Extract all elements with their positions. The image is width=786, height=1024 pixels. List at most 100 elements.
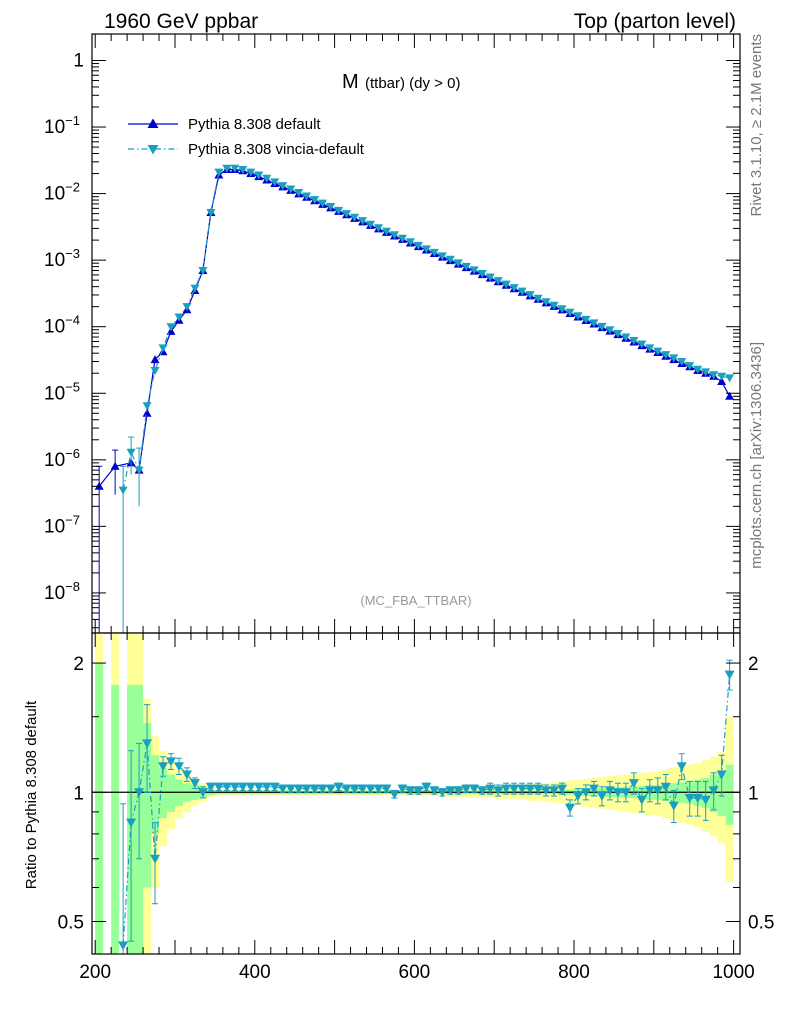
series-1-point-14	[230, 164, 240, 173]
main-ytick-label-3: 10−3	[44, 246, 80, 271]
ratio-point-63	[620, 788, 631, 798]
series-1-point-41	[445, 255, 455, 264]
ratio-point-35	[397, 784, 408, 794]
ratio-point-69	[668, 801, 679, 811]
series-1-point-31	[366, 220, 376, 229]
ratio-point-32	[373, 784, 384, 794]
ratio-point-18	[261, 782, 272, 792]
ratio-point-57	[573, 792, 583, 802]
series-1-point-47	[493, 277, 503, 286]
series-1-point-59	[589, 319, 599, 328]
ratio-point-39	[429, 786, 440, 796]
series-1-point-33	[381, 227, 391, 236]
main-ytick-label-8: 10−8	[44, 579, 80, 604]
series-1-point-48	[501, 280, 511, 289]
series-1-point-69	[669, 354, 679, 363]
ratio-ytick-label-r-1: 1	[748, 783, 759, 804]
main-ytick-label-0: 1	[73, 50, 84, 71]
process-label: Top (parton level)	[574, 10, 736, 33]
series-1-point-70	[677, 358, 687, 367]
ratio-point-16	[245, 782, 256, 792]
series-0-point-4	[142, 408, 152, 417]
ratio-point-33	[381, 784, 392, 794]
series-1-point-13	[222, 164, 232, 173]
ratio-point-66	[644, 786, 655, 796]
series-1-point-66	[645, 344, 655, 353]
ratio-point-58	[580, 788, 591, 798]
series-1-point-51	[525, 291, 535, 300]
series-1-point-7	[174, 313, 184, 322]
series-1-point-71	[685, 362, 695, 371]
series-1-point-17	[254, 171, 264, 180]
ratio-point-20	[277, 784, 288, 794]
series-1-point-30	[358, 217, 368, 226]
ratio-point-34	[389, 790, 400, 800]
ratio-point-37	[413, 786, 424, 796]
ratio-point-25	[317, 784, 328, 794]
ratio-ylabel: Ratio to Pythia 8.308 default	[23, 700, 40, 889]
ratio-point-38	[421, 782, 432, 792]
series-1-point-12	[214, 168, 224, 177]
ratio-point-28	[341, 784, 352, 794]
green-band-6	[159, 767, 168, 819]
ratio-point-73	[700, 795, 711, 805]
ratio-point-17	[253, 782, 264, 792]
green-band-4	[143, 723, 152, 888]
ratio-point-6	[166, 757, 177, 767]
ratio-point-21	[285, 784, 296, 794]
main-ytick-label-6: 10−6	[44, 446, 80, 471]
ratio-xtick-label-0: 200	[79, 962, 111, 983]
ratio-xtick-label-4: 1000	[712, 962, 754, 983]
series-1-point-43	[461, 262, 471, 271]
ratio-point-0	[118, 941, 129, 951]
green-band-0	[95, 663, 104, 954]
ratio-point-10	[197, 788, 208, 798]
series-1-point-57	[573, 312, 583, 321]
ratio-point-12	[213, 782, 224, 792]
ratio-point-24	[309, 784, 320, 794]
series-1-point-76	[725, 374, 735, 383]
ratio-point-55	[557, 784, 568, 794]
ratio-ytick-label-1: 1	[73, 783, 84, 804]
series-1-point-52	[533, 294, 543, 303]
series-1-point-56	[565, 308, 575, 317]
main-ytick-label-5: 10−5	[44, 379, 80, 404]
ratio-point-53	[541, 786, 552, 796]
series-1-point-21	[286, 185, 296, 194]
ratio-point-67	[652, 786, 663, 796]
mcplots-label: mcplots.cern.ch [arXiv:1306.3436]	[748, 342, 765, 569]
series-1-point-3	[142, 402, 152, 411]
series-1-point-19	[270, 178, 280, 187]
series-line-1	[122, 167, 730, 491]
ratio-point-5	[158, 762, 169, 772]
series-1-point-40	[437, 252, 447, 261]
series-1-point-67	[653, 347, 663, 356]
series-1-point-63	[621, 333, 631, 342]
ratio-point-2	[134, 788, 145, 798]
series-1-point-15	[238, 166, 248, 175]
ratio-xtick-label-3: 800	[558, 962, 590, 983]
ratio-xtick-label-2: 600	[399, 962, 431, 983]
ratio-point-70	[676, 762, 687, 772]
plot-title-sub: (ttbar) (dy > 0)	[365, 75, 460, 92]
series-0-point-5	[150, 355, 160, 364]
series-1-point-68	[661, 351, 671, 360]
series-1-point-53	[541, 298, 551, 307]
ratio-point-49	[509, 784, 520, 794]
ratio-point-46	[485, 784, 496, 794]
ratio-xtick-label-1: 400	[239, 962, 271, 983]
series-1-point-42	[453, 259, 463, 268]
ratio-ytick-label-0: 0.5	[58, 912, 84, 933]
green-band-77	[725, 764, 734, 825]
main-ytick-label-7: 10−7	[44, 512, 80, 537]
series-1-point-6	[166, 323, 176, 332]
series-1-point-38	[421, 245, 431, 254]
ratio-point-51	[525, 784, 536, 794]
series-1-point-46	[485, 273, 495, 282]
series-1-point-18	[262, 174, 272, 183]
ratio-point-71	[684, 793, 695, 803]
ratio-point-42	[453, 786, 464, 796]
series-1-point-9	[190, 284, 200, 293]
plot-title-main: M	[342, 71, 359, 93]
